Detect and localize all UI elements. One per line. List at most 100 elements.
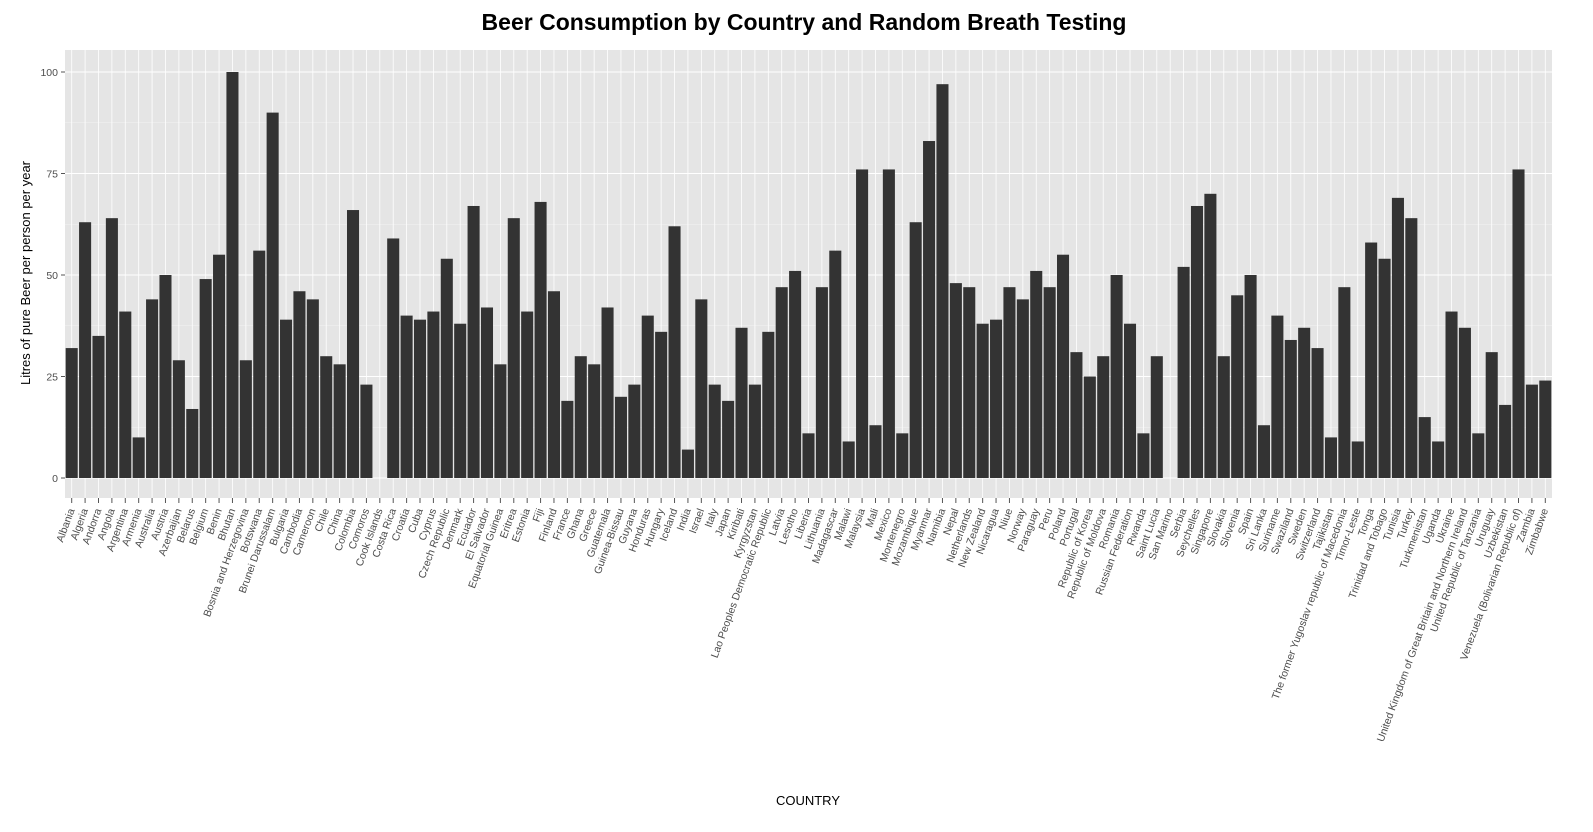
bar-timor-leste[interactable] <box>1351 441 1364 478</box>
bar-nepal[interactable] <box>949 283 962 478</box>
bar-cameroon[interactable] <box>306 299 319 478</box>
bar-belarus[interactable] <box>186 408 199 478</box>
bar-switzerland[interactable] <box>1311 348 1324 478</box>
bar-comoros[interactable] <box>360 384 373 478</box>
bar-niue[interactable] <box>1003 287 1016 478</box>
bar-kyrgyzstan[interactable] <box>748 384 761 478</box>
bar-tajikistan[interactable] <box>1324 437 1337 478</box>
bar-india[interactable] <box>681 449 694 478</box>
bar-algeria[interactable] <box>79 222 92 478</box>
bar-republic-of-korea[interactable] <box>1083 376 1096 479</box>
bar-chile[interactable] <box>320 356 333 478</box>
bar-malawi[interactable] <box>842 441 855 478</box>
bar-estonia[interactable] <box>521 311 534 478</box>
bar-bulgaria[interactable] <box>280 319 293 478</box>
bar-bosnia-and-herzegovina[interactable] <box>239 360 252 478</box>
bar-botswana[interactable] <box>253 250 266 478</box>
bar-montenegro[interactable] <box>896 433 909 478</box>
bar-poland[interactable] <box>1057 254 1070 478</box>
bar-china[interactable] <box>333 364 346 478</box>
bar-nicaragua[interactable] <box>990 319 1003 478</box>
bar-united-kingdom-of-great-britain-and-northern-ireland[interactable] <box>1458 327 1471 478</box>
bar-namibia[interactable] <box>936 84 949 479</box>
bar-zambia[interactable] <box>1525 384 1538 478</box>
bar-uzbekistan[interactable] <box>1499 404 1512 478</box>
bar-saint-lucia[interactable] <box>1150 356 1163 478</box>
bar-japan[interactable] <box>722 400 735 478</box>
bar-belgium[interactable] <box>199 279 212 478</box>
bar-ukraine[interactable] <box>1445 311 1458 478</box>
bar-azerbaijan[interactable] <box>172 360 185 478</box>
bar-france[interactable] <box>561 400 574 478</box>
bar-russian-federation[interactable] <box>1123 323 1137 478</box>
bar-angola[interactable] <box>105 218 118 478</box>
bar-colombia[interactable] <box>346 210 360 479</box>
bar-sri-lanka[interactable] <box>1257 425 1271 478</box>
bar-serbia[interactable] <box>1177 266 1190 478</box>
bar-zimbabwe[interactable] <box>1539 380 1552 478</box>
bar-trinidad-and-tobago[interactable] <box>1378 258 1391 478</box>
bar-suriname[interactable] <box>1271 315 1284 478</box>
bar-madagascar[interactable] <box>829 250 842 478</box>
bar-albania[interactable] <box>65 348 78 478</box>
bar-slovakia[interactable] <box>1217 356 1230 478</box>
bar-fiji[interactable] <box>534 201 547 479</box>
bar-lithuania[interactable] <box>815 287 828 478</box>
bar-sweden[interactable] <box>1298 327 1311 478</box>
bar-israel[interactable] <box>695 299 708 478</box>
bar-greece[interactable] <box>588 364 601 478</box>
bar-new-zealand[interactable] <box>976 323 989 478</box>
bar-united-republic-of-tanzania[interactable] <box>1472 433 1485 478</box>
bar-croatia[interactable] <box>400 315 413 478</box>
bar-denmark[interactable] <box>454 323 467 478</box>
bar-the-former-yugoslav-republic-of-macedonia[interactable] <box>1338 287 1351 478</box>
bar-austria[interactable] <box>159 275 172 478</box>
bar-latvia[interactable] <box>775 287 788 478</box>
bar-uruguay[interactable] <box>1485 352 1498 478</box>
bar-turkey[interactable] <box>1405 218 1418 478</box>
bar-rwanda[interactable] <box>1137 433 1150 478</box>
bar-cyprus[interactable] <box>427 311 440 478</box>
bar-mali[interactable] <box>869 425 882 478</box>
bar-benin[interactable] <box>213 254 226 478</box>
bar-equatorial-guinea[interactable] <box>494 364 507 478</box>
bar-tonga[interactable] <box>1365 242 1378 478</box>
bar-singapore[interactable] <box>1204 193 1217 479</box>
bar-czech-republic[interactable] <box>440 258 453 478</box>
bar-andorra[interactable] <box>92 335 105 478</box>
bar-tunisia[interactable] <box>1391 197 1404 479</box>
bar-iceland[interactable] <box>668 226 681 478</box>
bar-norway[interactable] <box>1016 299 1029 478</box>
bar-costa-rica[interactable] <box>387 238 400 478</box>
bar-romania[interactable] <box>1110 275 1123 478</box>
bar-ecuador[interactable] <box>467 205 480 479</box>
bar-portugal[interactable] <box>1070 352 1083 478</box>
bar-el-salvador[interactable] <box>480 307 494 478</box>
bar-malaysia[interactable] <box>856 169 869 478</box>
bar-bhutan[interactable] <box>226 72 239 478</box>
bar-mexico[interactable] <box>882 169 895 478</box>
bar-republic-of-moldova[interactable] <box>1097 356 1110 478</box>
bar-guinea-bissau[interactable] <box>614 396 627 478</box>
bar-lao-peoples-democratic-republic[interactable] <box>762 331 775 478</box>
bar-kiribati[interactable] <box>735 327 748 478</box>
bar-seychelles[interactable] <box>1190 205 1204 479</box>
bar-venezuela-bolivarian-republic-of[interactable] <box>1512 169 1525 478</box>
bar-cuba[interactable] <box>413 319 427 478</box>
bar-uganda[interactable] <box>1432 441 1445 478</box>
bar-lesotho[interactable] <box>789 270 802 478</box>
bar-slovenia[interactable] <box>1231 295 1244 478</box>
bar-swaziland[interactable] <box>1284 339 1297 478</box>
bar-mozambique[interactable] <box>909 222 922 478</box>
bar-australia[interactable] <box>146 299 159 478</box>
bar-finland[interactable] <box>547 291 560 478</box>
bar-eritrea[interactable] <box>507 218 520 478</box>
bar-guatemala[interactable] <box>601 307 614 478</box>
bar-hungary[interactable] <box>655 331 668 478</box>
bar-paraguay[interactable] <box>1030 270 1043 478</box>
bar-guyana[interactable] <box>628 384 641 478</box>
bar-netherlands[interactable] <box>963 287 976 478</box>
bar-myanmar[interactable] <box>923 141 936 478</box>
bar-brunei-darussalam[interactable] <box>266 112 279 478</box>
bar-spain[interactable] <box>1244 275 1257 478</box>
